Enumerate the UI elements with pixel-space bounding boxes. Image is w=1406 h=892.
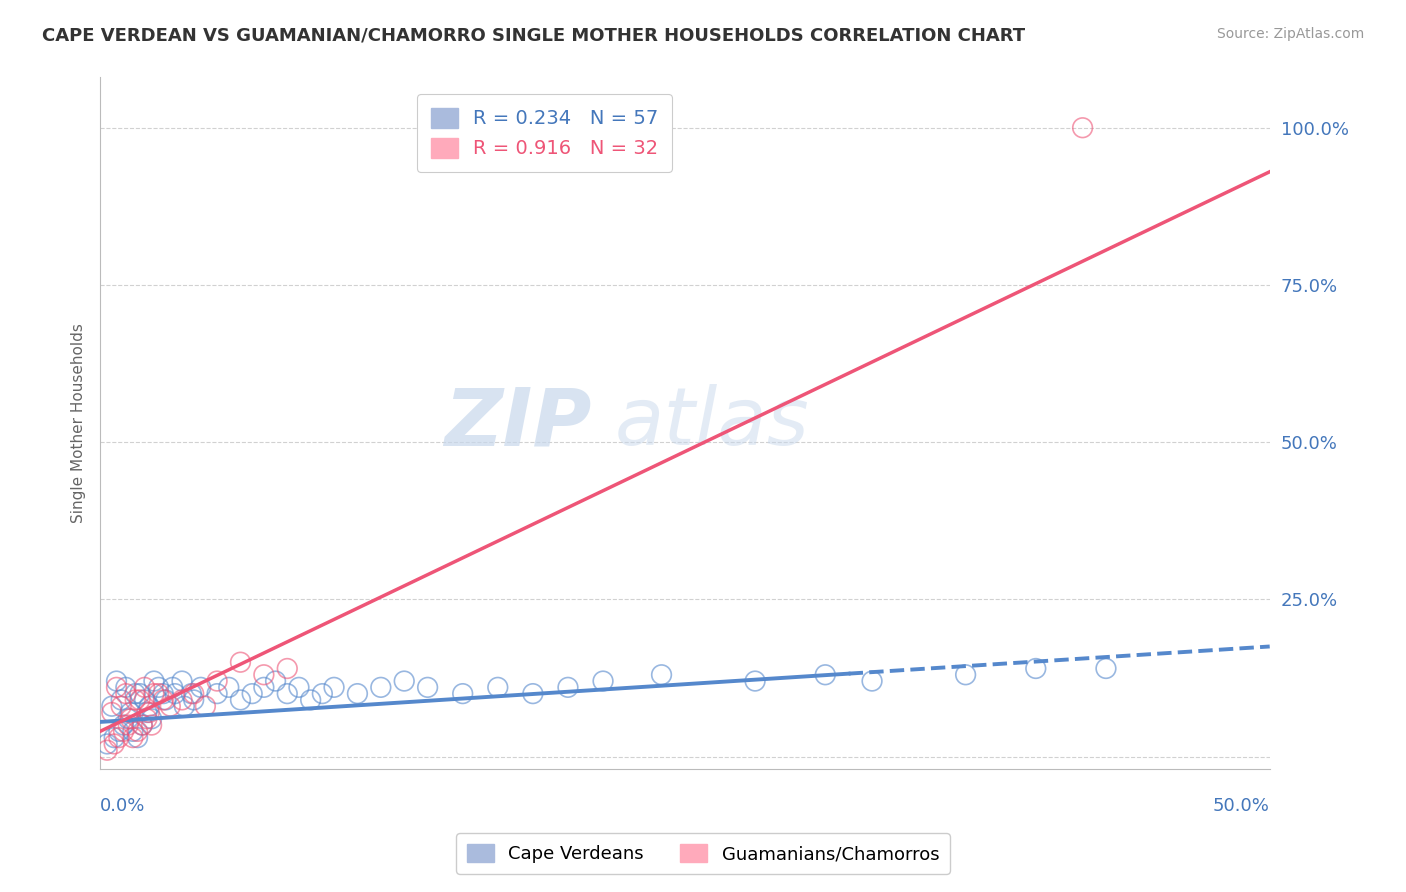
Point [264,674,287,689]
Point [108,724,131,739]
Point [299,693,322,707]
Point [142,674,165,689]
Point [135,706,157,720]
Point [205,687,228,701]
Point [117,718,139,732]
Point [152,693,174,707]
Point [1095,661,1118,675]
Point [124,693,146,707]
Point [142,687,165,701]
Text: atlas: atlas [614,384,810,462]
Point [141,712,163,726]
Point [159,699,181,714]
Point [416,681,439,695]
Point [96,737,118,751]
Point [103,737,125,751]
Point [162,681,184,695]
Point [117,712,139,726]
Point [253,681,276,695]
Point [183,693,205,707]
Point [173,699,195,714]
Point [135,712,157,726]
Legend: Cape Verdeans, Guamanians/Chamorros: Cape Verdeans, Guamanians/Chamorros [456,833,950,874]
Point [170,693,193,707]
Point [115,687,138,701]
Point [311,687,333,701]
Point [105,674,128,689]
Point [148,681,170,695]
Point [138,699,160,714]
Text: 50.0%: 50.0% [1213,797,1270,814]
Point [112,718,135,732]
Point [101,706,124,720]
Point [370,681,392,695]
Point [155,693,177,707]
Point [105,681,128,695]
Point [131,718,153,732]
Point [814,667,837,681]
Point [112,724,135,739]
Point [190,681,212,695]
Point [522,687,544,701]
Point [163,687,186,701]
Point [323,681,346,695]
Point [955,667,977,681]
Point [194,699,217,714]
Point [115,681,138,695]
Point [148,687,170,701]
Y-axis label: Single Mother Households: Single Mother Households [72,323,86,524]
Point [120,706,142,720]
Point [103,731,125,745]
Point [108,731,131,745]
Point [240,687,263,701]
Point [288,681,311,695]
Point [557,681,579,695]
Point [346,687,368,701]
Point [860,674,883,689]
Point [110,693,132,707]
Point [651,667,673,681]
Point [128,693,150,707]
Legend: R = 0.234   N = 57, R = 0.916   N = 32: R = 0.234 N = 57, R = 0.916 N = 32 [418,94,672,172]
Point [134,693,156,707]
Point [122,724,145,739]
Point [486,681,509,695]
Point [253,667,276,681]
Point [128,687,150,701]
Point [1025,661,1047,675]
Point [229,655,252,669]
Point [205,674,228,689]
Text: CAPE VERDEAN VS GUAMANIAN/CHAMORRO SINGLE MOTHER HOUSEHOLDS CORRELATION CHART: CAPE VERDEAN VS GUAMANIAN/CHAMORRO SINGL… [42,27,1025,45]
Point [124,687,146,701]
Point [592,674,614,689]
Point [744,674,766,689]
Point [138,706,160,720]
Point [218,681,240,695]
Point [229,693,252,707]
Point [101,699,124,714]
Point [110,699,132,714]
Point [276,687,298,701]
Text: 0.0%: 0.0% [100,797,145,814]
Text: Source: ZipAtlas.com: Source: ZipAtlas.com [1216,27,1364,41]
Point [1071,120,1094,135]
Point [96,743,118,757]
Point [451,687,474,701]
Point [180,687,202,701]
Point [170,674,193,689]
Point [392,674,415,689]
Point [120,712,142,726]
Text: ZIP: ZIP [444,384,592,462]
Point [141,718,163,732]
Point [183,687,205,701]
Point [152,687,174,701]
Point [122,731,145,745]
Point [134,681,156,695]
Point [127,724,149,739]
Point [131,718,153,732]
Point [127,731,149,745]
Point [276,661,298,675]
